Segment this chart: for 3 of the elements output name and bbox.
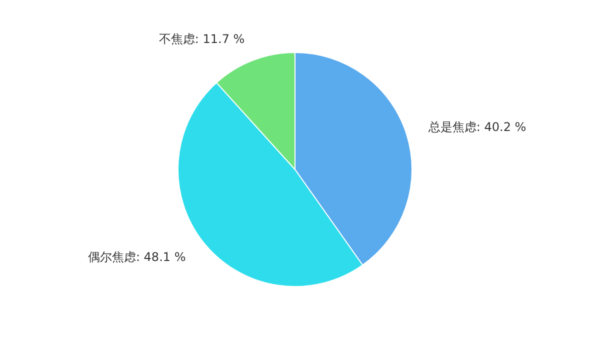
slice-label: 不焦虑: 11.7 % [158,32,245,46]
slice-label: 总是焦虑: 40.2 % [427,120,526,134]
slice-label: 偶尔焦虑: 48.1 % [88,250,186,264]
